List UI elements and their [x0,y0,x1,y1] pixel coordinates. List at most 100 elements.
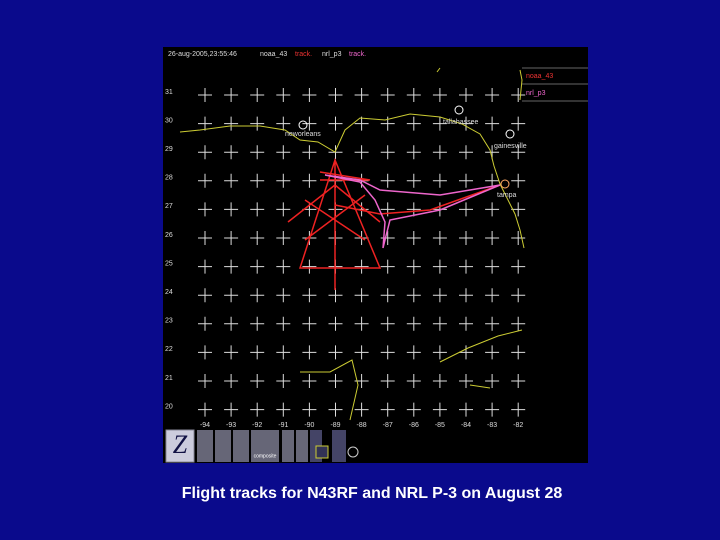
grid-cross [198,202,212,217]
tool-button[interactable] [282,430,294,462]
lon-label: -90 [304,422,314,429]
grid-cross [354,402,369,417]
lon-label: -87 [383,422,393,429]
grid-cross [511,231,526,245]
city-marker [505,129,515,139]
grid-cross [432,316,447,331]
grid-cross [406,145,421,160]
grid-cross [485,345,500,360]
grid-cross [485,173,500,188]
grid-cross [380,259,395,274]
grid-cross [354,116,369,131]
grid-cross [198,231,212,245]
grid-cross [302,259,317,274]
grid-cross [250,116,265,131]
lon-label: -88 [357,422,367,429]
grid-cross [432,145,447,160]
tool-button[interactable] [296,430,308,462]
grid-cross [198,288,212,303]
grid-cross [276,374,291,388]
lon-label: -83 [487,422,497,429]
grid-cross [432,173,447,188]
grid-cross [406,374,421,388]
tool-button[interactable] [332,430,346,462]
tool-button[interactable] [347,446,359,458]
tool-button[interactable] [233,430,249,462]
grid-cross [432,288,447,303]
grid-cross [459,202,473,217]
coastline [179,67,525,421]
city-label: neworleans [285,131,321,138]
grid-cross [459,88,473,102]
grid-cross [380,288,395,303]
grid-cross [485,231,500,245]
grid-cross [198,145,212,160]
lon-label: -86 [409,422,419,429]
grid-cross [224,88,239,102]
grid-cross [276,316,291,331]
grid-cross [406,173,421,188]
lon-label: -82 [513,422,523,429]
legend-entry: nrl_p3 [526,90,546,97]
grid-cross [380,402,395,417]
grid-cross [198,402,212,417]
grid-cross [276,402,291,417]
lon-label: -91 [278,422,288,429]
grid-cross [432,374,447,388]
city-marker [500,179,510,189]
grid-cross [432,345,447,360]
grid-cross [328,374,343,388]
grid-cross [328,288,343,303]
caption: Flight tracks for N43RF and NRL P-3 on A… [182,485,563,502]
grid-cross [354,145,369,160]
grid-cross [198,116,212,131]
grid-cross [380,145,395,160]
lat-label: 22 [165,346,173,353]
logo-button[interactable] [165,429,195,463]
lon-label: -84 [461,422,471,429]
grid-cross [250,402,265,417]
grid-cross [302,88,317,102]
grid-cross [224,202,239,217]
grid-cross [432,231,447,245]
composite-button[interactable] [251,430,279,462]
grid-cross [224,374,239,388]
grid-cross [250,145,265,160]
grid-cross [276,173,291,188]
grid-cross [432,88,447,102]
grid-cross [406,259,421,274]
grid-cross [276,288,291,303]
grid-cross [406,316,421,331]
city-label: tampa [497,192,517,199]
grid-cross [250,173,265,188]
lat-label: 25 [165,260,173,267]
grid-cross [432,116,447,131]
grid-button[interactable] [315,445,329,459]
lat-label: 31 [165,89,173,96]
track-suffix: track. [295,51,312,58]
city-marker [298,120,308,130]
grid-cross [276,259,291,274]
grid-cross [354,259,369,274]
grid-cross [276,116,291,131]
grid-cross [511,88,526,102]
grid-cross [380,173,395,188]
lat-label: 21 [165,375,173,382]
grid-cross [485,402,500,417]
tool-button[interactable] [197,430,213,462]
grid-cross [276,88,291,102]
grid-cross [485,88,500,102]
grid-cross [250,316,265,331]
grid-cross [328,145,343,160]
tool-button[interactable] [215,430,231,462]
button-label: composite [254,453,277,459]
grid-cross [224,173,239,188]
lat-label: 24 [165,289,173,296]
grid-cross [485,288,500,303]
track-nrl [324,174,501,249]
grid-cross [302,374,317,388]
grid-cross [328,345,343,360]
grid-cross [250,345,265,360]
grid-cross [459,345,473,360]
